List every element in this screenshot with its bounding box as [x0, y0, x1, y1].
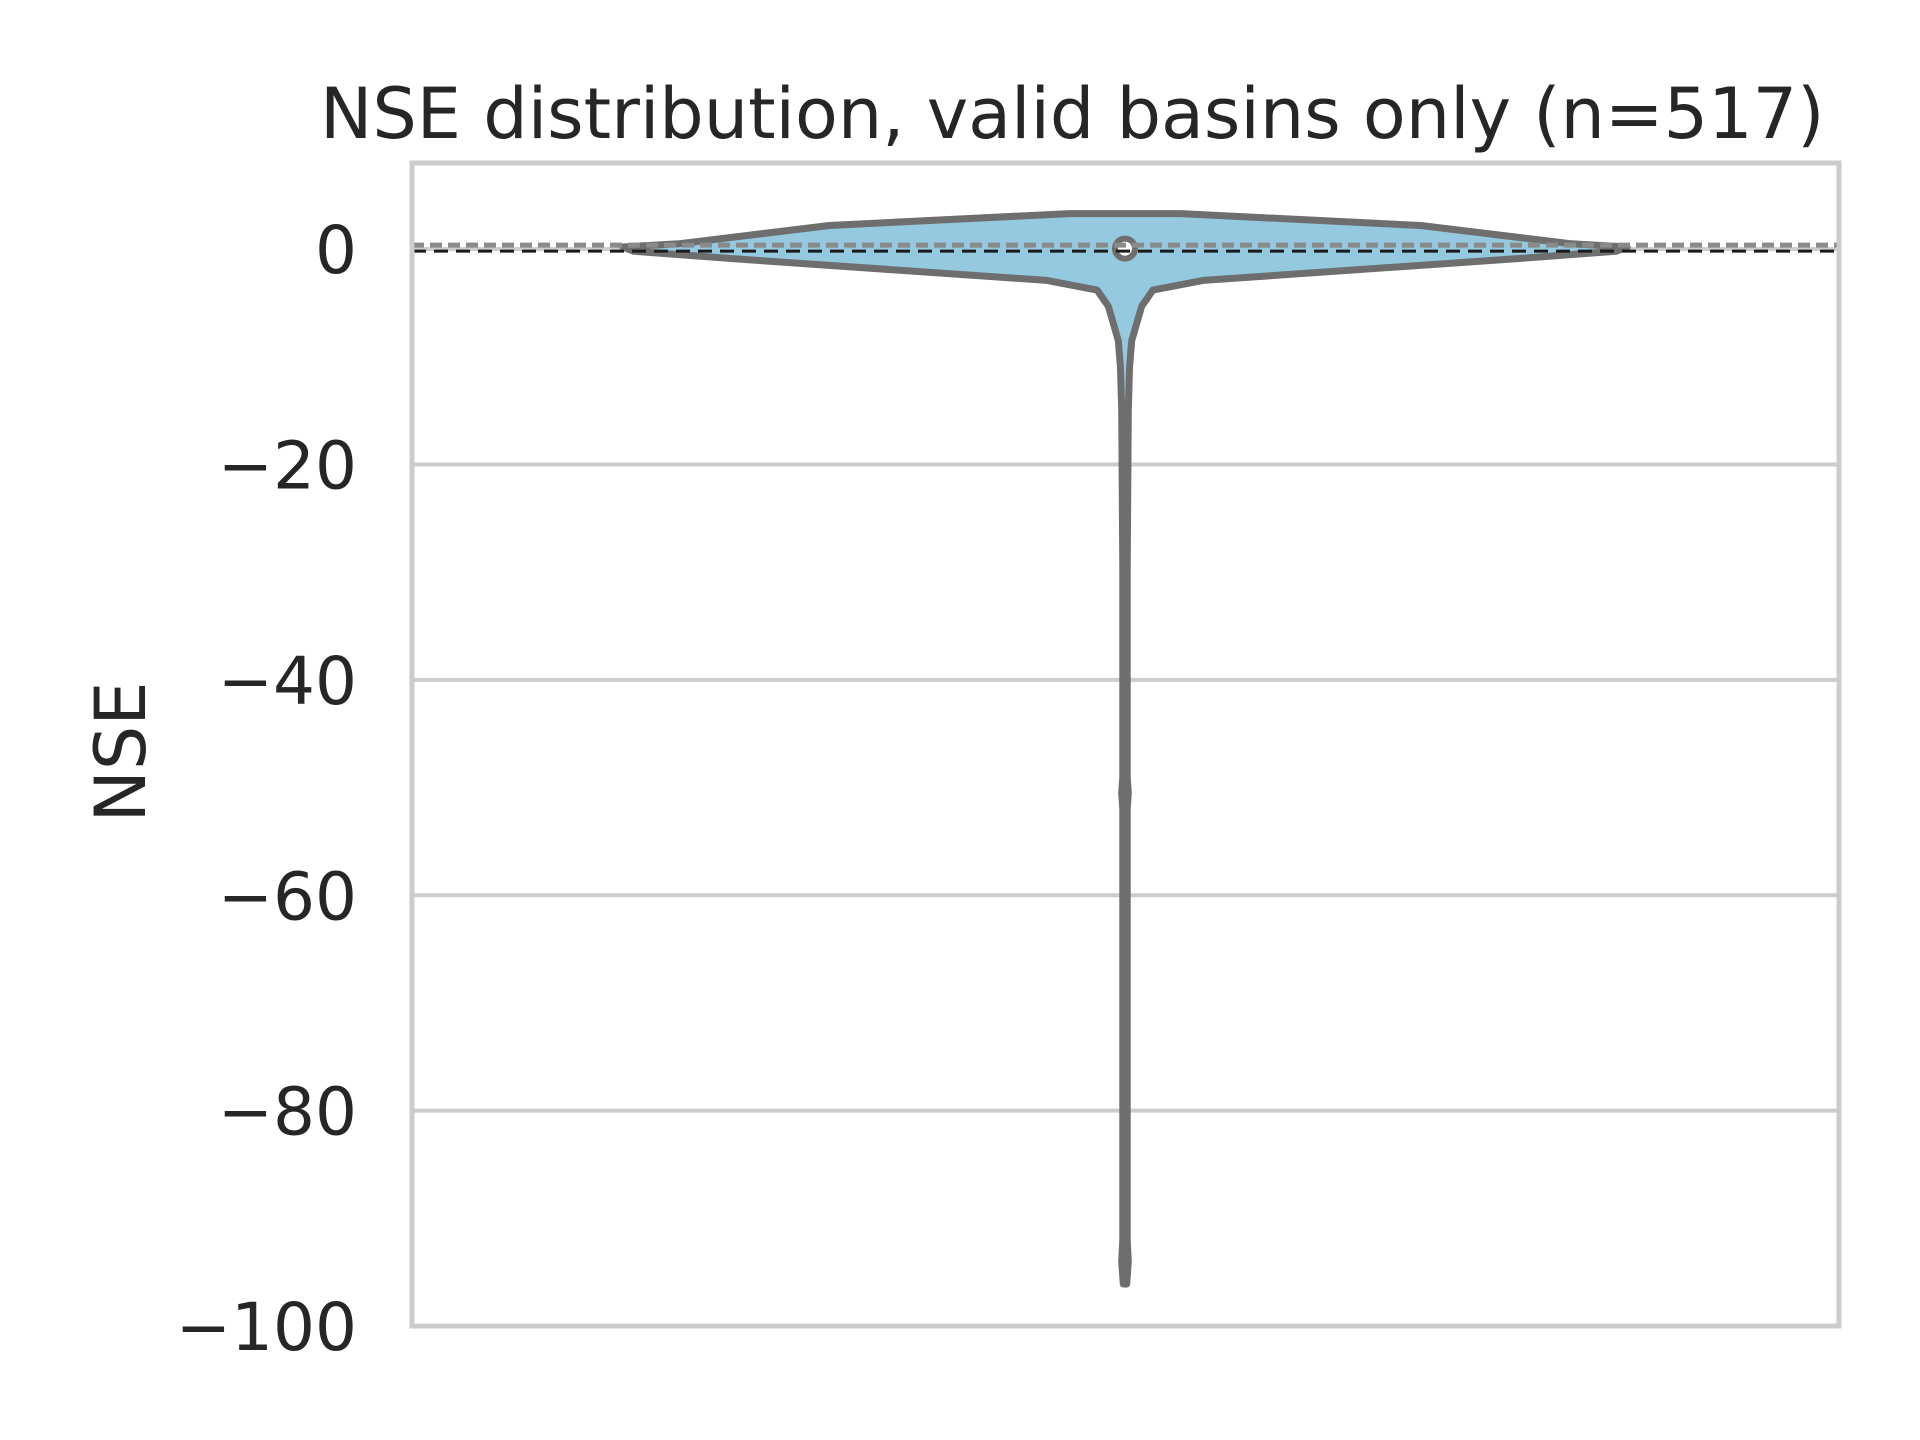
- y-tick-label: 0: [315, 212, 357, 289]
- violin-median-point: [1112, 235, 1138, 262]
- y-axis-label: NSE: [80, 681, 162, 822]
- y-tick-label: −100: [176, 1289, 357, 1366]
- violin-body: [619, 210, 1631, 1288]
- y-tick-label: −60: [218, 858, 357, 935]
- plot-frame: [409, 160, 1842, 1329]
- violin-group: [619, 210, 1631, 1288]
- y-tick-label: −40: [218, 643, 357, 720]
- y-tick-label: −80: [218, 1074, 357, 1151]
- chart-title: NSE distribution, valid basins only (n=5…: [320, 73, 1825, 155]
- y-tick-label: −20: [218, 428, 357, 505]
- y-tick-labels: 0 −20 −40 −60 −80 −100: [176, 212, 357, 1366]
- reference-line-group: [412, 242, 1839, 253]
